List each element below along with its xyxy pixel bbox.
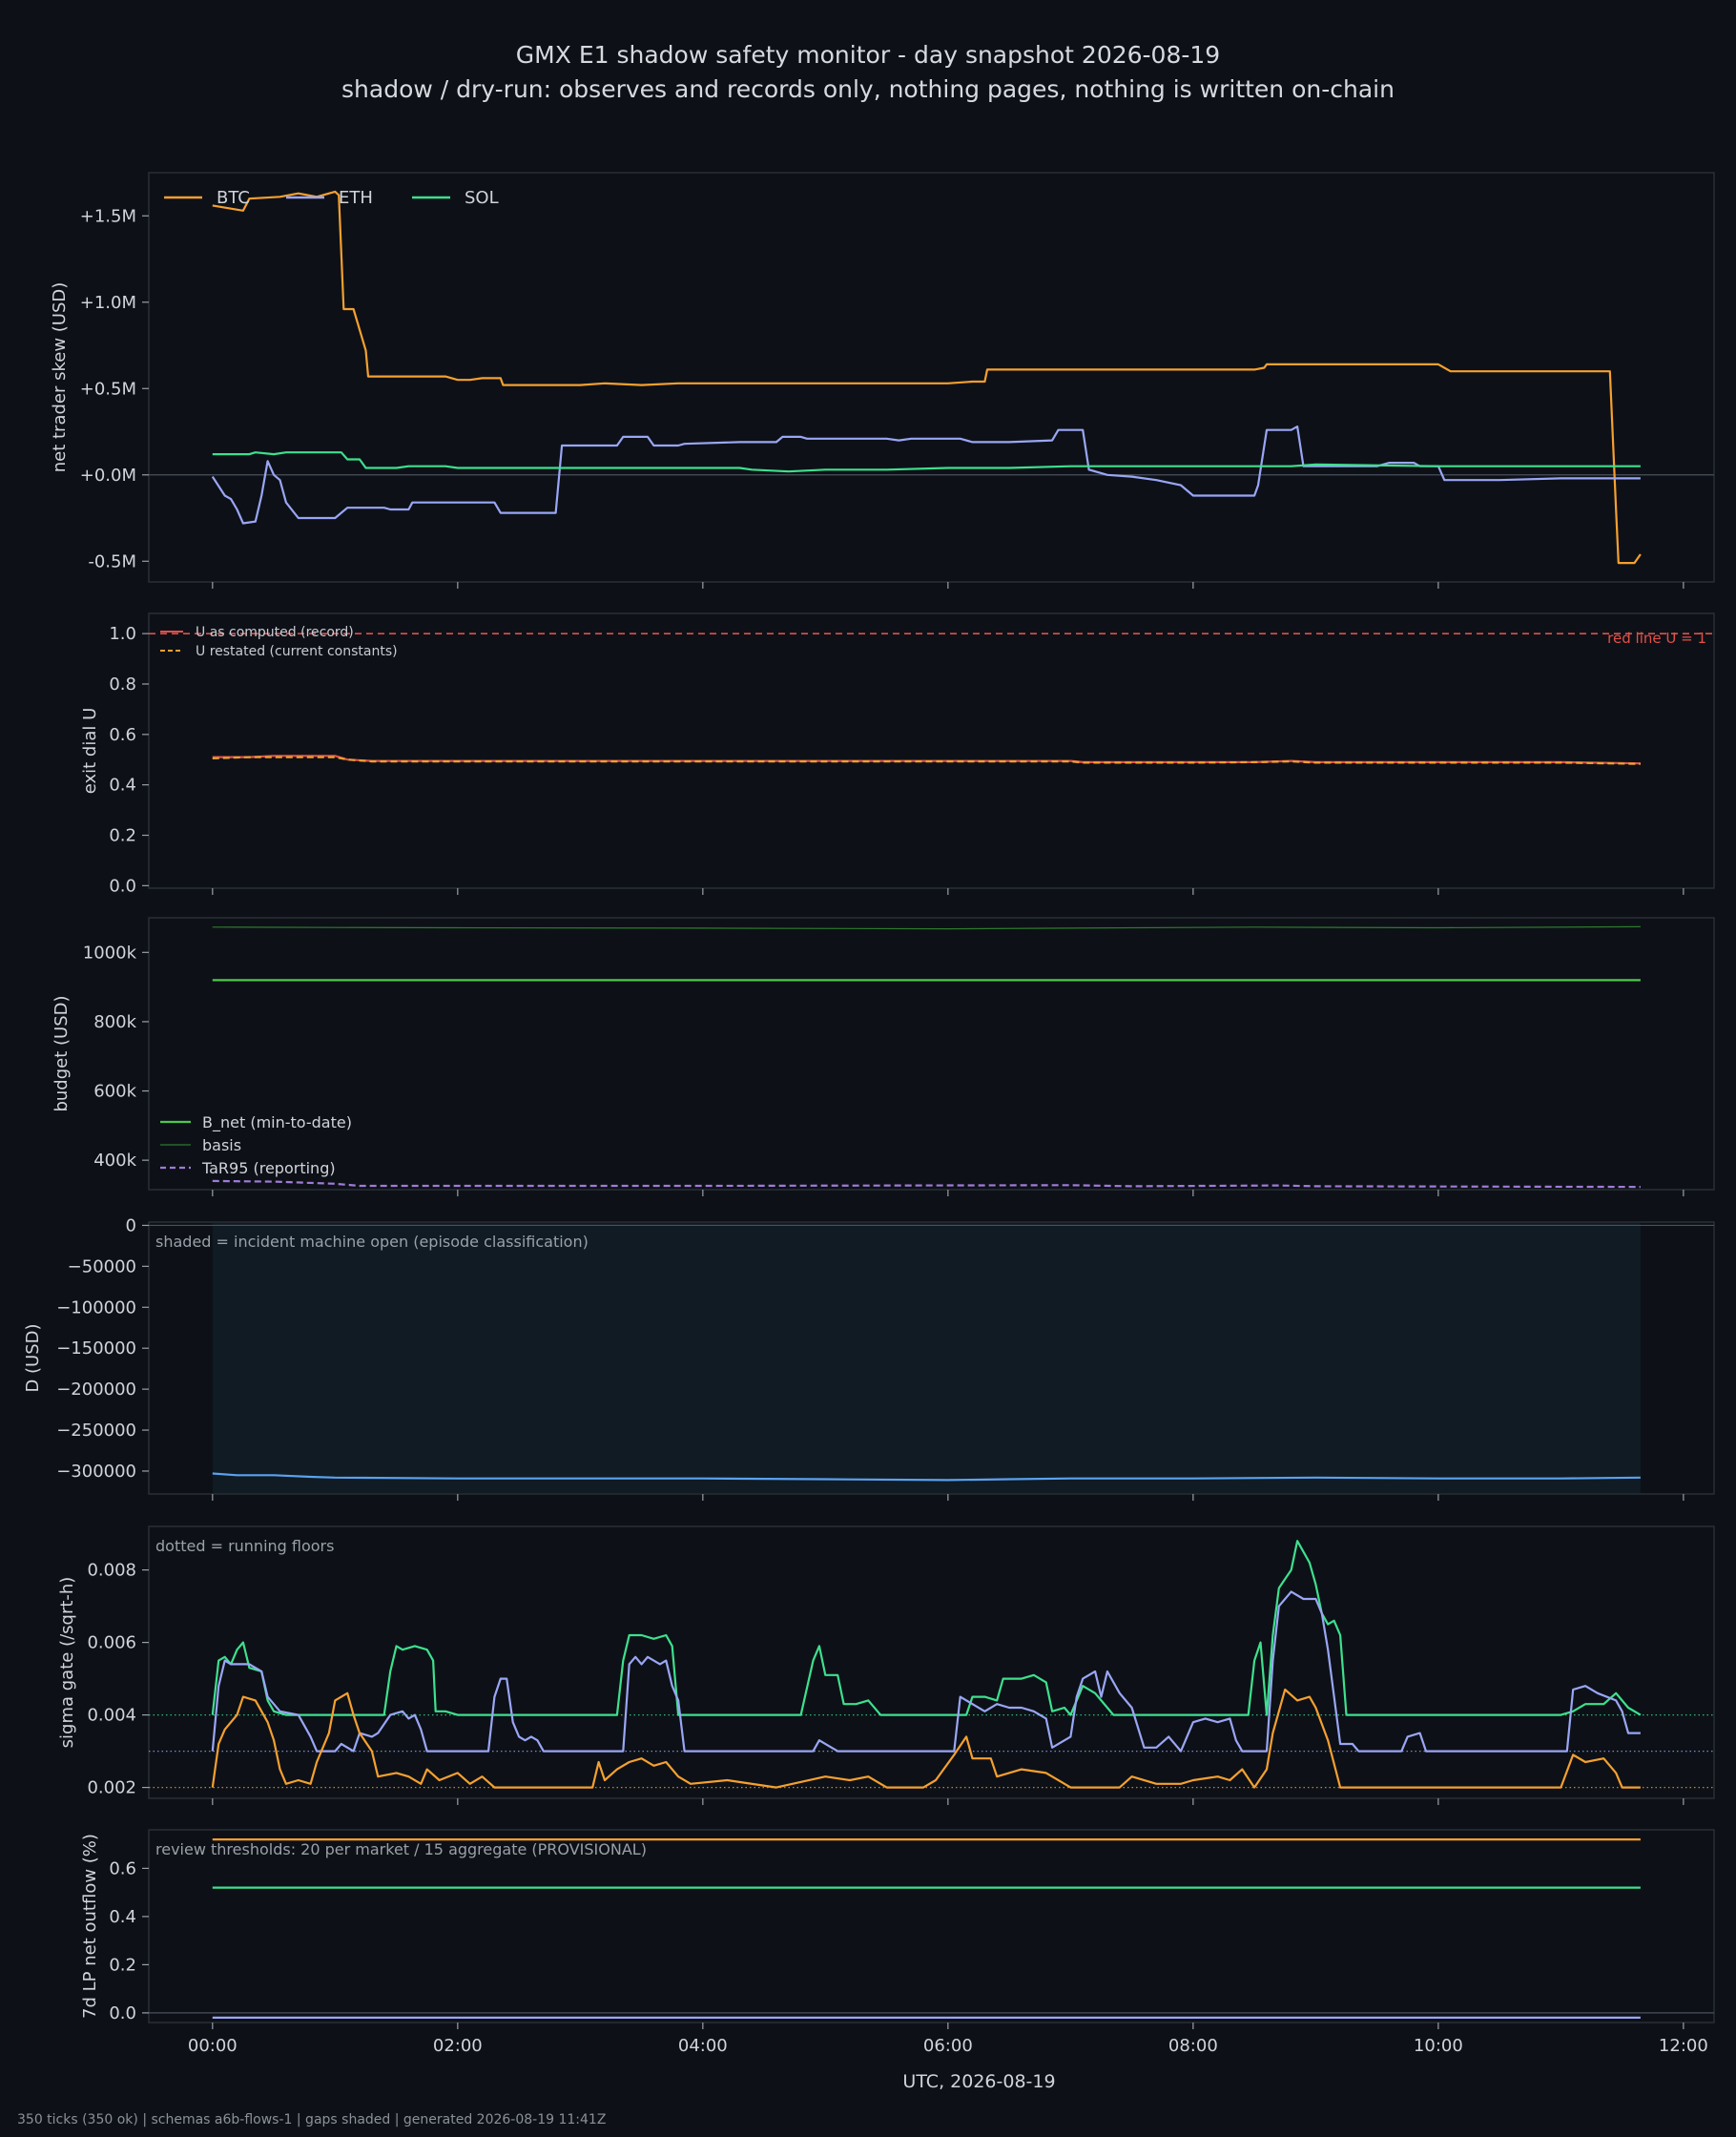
legend-label: U as computed (record) [196, 625, 354, 640]
y-tick-label: -0.5M [88, 551, 136, 571]
y-tick-label: 0.002 [87, 1778, 136, 1798]
panel-annotation: shaded = incident machine open (episode … [155, 1233, 589, 1251]
y-tick-label: −300000 [56, 1462, 136, 1482]
y-tick-label: 0.2 [109, 1955, 136, 1975]
panel-skew: +1.5M +1.0M +0.5M +0.0M -0.5M net trader skew… [50, 172, 1715, 589]
y-tick-label: 1000k [83, 943, 137, 963]
series-line-sol [212, 451, 1641, 473]
panel-lp_outflow: 0.6 0.4 0.2 0.0 7d LP net outflow (%) 00:00 02… [80, 1829, 1715, 2056]
y-axis-label: net trader skew (USD) [50, 282, 70, 473]
x-tick-label: 10:00 [1414, 2036, 1463, 2056]
y-axis-label: sigma gate (/sqrt-h) [57, 1577, 77, 1749]
y-tick-label: +0.5M [80, 379, 136, 399]
series-line-btc [212, 190, 1642, 565]
y-tick-label: 0.2 [109, 826, 136, 846]
legend-label: basis [202, 1136, 241, 1154]
series-line-sol [211, 1540, 1642, 1716]
x-axis-label: UTC, 2026-08-19 [902, 2071, 1055, 2092]
legend-label: B_net (min-to-date) [202, 1113, 352, 1132]
legend-label: BTC [217, 188, 250, 208]
y-tick-label: −150000 [56, 1338, 136, 1359]
y-tick-label: −200000 [56, 1380, 136, 1400]
x-tick-label: 12:00 [1659, 2036, 1708, 2056]
y-tick-label: 0.8 [109, 674, 136, 695]
y-tick-label: +0.0M [80, 466, 136, 486]
y-tick-label: 0.0 [109, 876, 136, 896]
series-line-btc [211, 1688, 1641, 1789]
y-tick-label: 0.4 [109, 776, 136, 796]
series-line-u-restated-current-constants- [212, 756, 1641, 765]
series-line-eth [211, 425, 1641, 525]
legend: BTC ETH SOL [164, 188, 499, 208]
plot-frame [148, 1525, 1715, 1799]
y-tick-label: 0.008 [87, 1561, 136, 1581]
y-tick-label: 1.0 [109, 624, 136, 644]
y-tick-label: +1.5M [80, 206, 136, 226]
y-tick-label: 800k [93, 1012, 136, 1032]
panel-exit_dial: red line U = 1 1.0 0.8 0.6 0.4 0.2 0.0 exit dia… [80, 612, 1715, 896]
y-tick-label: 600k [93, 1082, 136, 1102]
legend-label: U restated (current constants) [196, 644, 398, 659]
plot-frame [148, 612, 1715, 889]
y-tick-label: 0.004 [87, 1706, 136, 1726]
legend-label: SOL [465, 188, 499, 208]
y-axis-label: exit dial U [80, 708, 100, 795]
legend-label: ETH [339, 188, 373, 208]
x-tick-label: 08:00 [1168, 2036, 1218, 2056]
series-line-tar95-reporting- [212, 1179, 1641, 1189]
y-axis-label: D (USD) [23, 1323, 43, 1392]
y-tick-label: −100000 [56, 1297, 136, 1317]
panel-drawdown: 0 −50000 −100000 −150000 −200000 −250000 −3000… [23, 1215, 1715, 1501]
panel-sigma: 0.008 0.006 0.004 0.002 sigma gate (/sqrt-h)… [57, 1525, 1715, 1805]
plot-frame [148, 1829, 1715, 2023]
panel-budget: 1000k 800k 600k 400k budget (USD) B_net (min-… [52, 917, 1715, 1196]
panel-annotation: dotted = running floors [155, 1537, 334, 1555]
red-line-label: red line U = 1 [1607, 630, 1706, 647]
plot-frame [148, 917, 1715, 1191]
footer-status: 350 ticks (350 ok) | schemas a6b-flows-1… [17, 2112, 607, 2127]
series-line-eth [211, 1590, 1641, 1753]
y-axis-label: budget (USD) [52, 995, 72, 1111]
legend: B_net (min-to-date) basis TaR95 (reporting… [160, 1113, 352, 1177]
y-tick-label: 0 [126, 1215, 136, 1235]
y-tick-label: 0.6 [109, 725, 136, 745]
y-tick-label: 0.6 [109, 1858, 136, 1878]
legend: U as computed (record) U restated (curren… [160, 625, 398, 659]
x-tick-label: 00:00 [188, 2036, 238, 2056]
legend-label: TaR95 (reporting) [201, 1159, 336, 1177]
y-tick-label: 400k [93, 1151, 136, 1171]
x-tick-label: 06:00 [923, 2036, 973, 2056]
y-axis-label: 7d LP net outflow (%) [80, 1834, 100, 2019]
chart-subtitle: shadow / dry-run: observes and records o… [341, 75, 1395, 103]
series-line-basis [212, 925, 1641, 930]
y-tick-label: −250000 [56, 1421, 136, 1441]
x-tick-label: 02:00 [433, 2036, 483, 2056]
y-tick-label: 0.4 [109, 1907, 136, 1927]
series-line-d [212, 1472, 1641, 1482]
y-tick-label: +1.0M [80, 293, 136, 313]
y-tick-label: 0.006 [87, 1633, 136, 1653]
incident-shaded-span [212, 1223, 1641, 1493]
chart-title: GMX E1 shadow safety monitor - day snaps… [515, 41, 1221, 69]
y-tick-label: −50000 [68, 1256, 136, 1276]
x-tick-label: 04:00 [678, 2036, 728, 2056]
panel-annotation: review thresholds: 20 per market / 15 ag… [155, 1840, 647, 1858]
y-tick-label: 0.0 [109, 2003, 136, 2023]
